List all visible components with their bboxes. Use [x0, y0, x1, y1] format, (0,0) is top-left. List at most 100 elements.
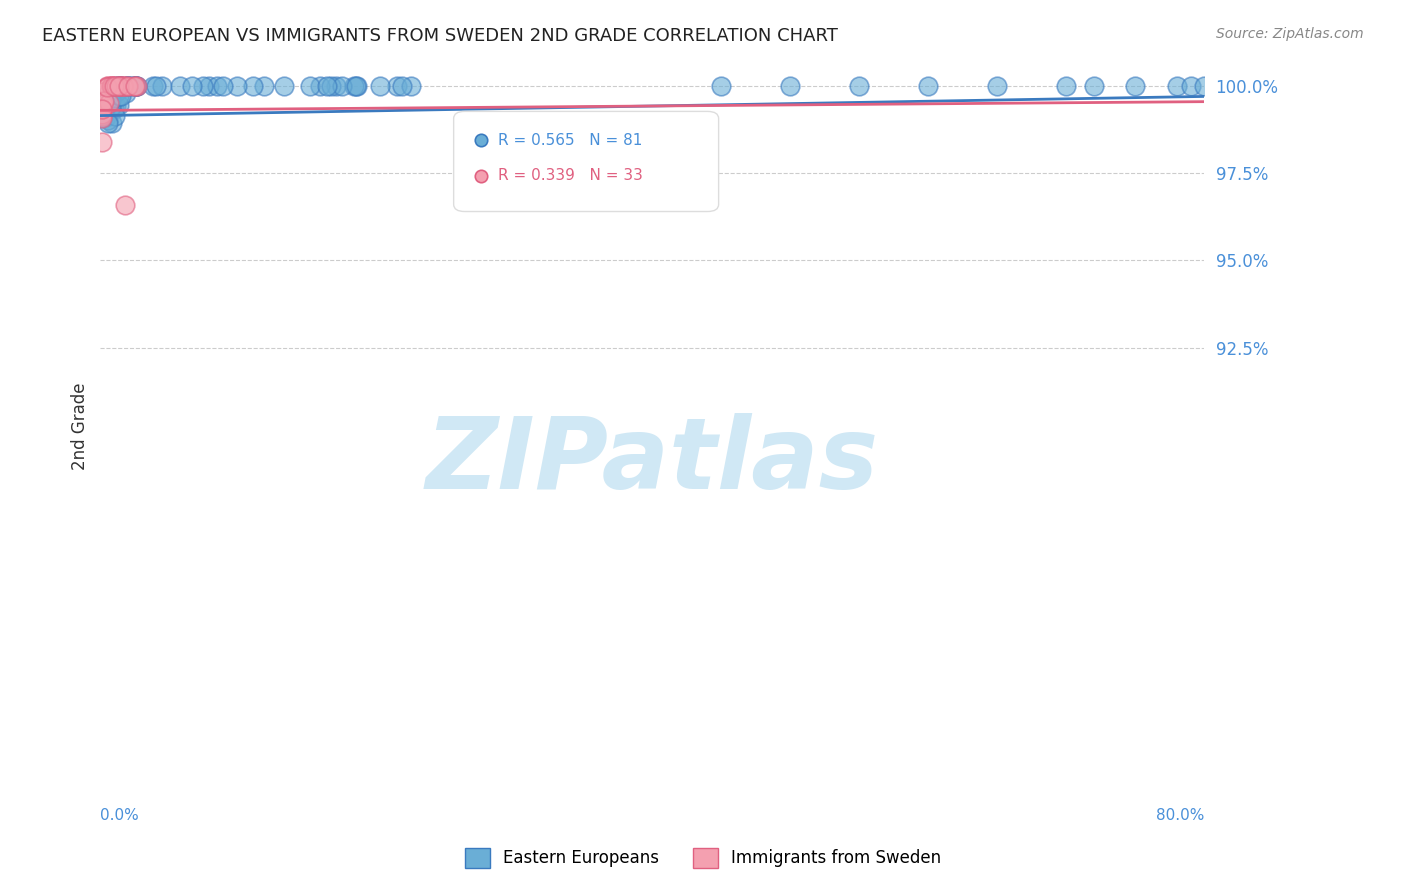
Point [108, 97, 131, 112]
Point [343, 78, 366, 93]
Point [124, 78, 146, 93]
Point [100, 94, 122, 108]
Point [96, 113, 118, 128]
Point [117, 78, 139, 93]
Point [169, 78, 191, 93]
Point [125, 78, 148, 93]
Point [91, 102, 114, 116]
Point [117, 78, 139, 93]
Point [107, 88, 129, 103]
Point [101, 78, 124, 93]
Point [104, 87, 127, 101]
Point [94, 110, 117, 124]
Text: ZIPatlas: ZIPatlas [426, 413, 879, 510]
Point [101, 78, 124, 93]
Point [98, 88, 121, 103]
Point [90, 109, 112, 123]
Point [91, 85, 114, 99]
Point [565, 602, 588, 616]
Point [1194, 78, 1216, 93]
Text: R = 0.339   N = 33: R = 0.339 N = 33 [498, 169, 643, 183]
Point [100, 99, 122, 113]
Text: R = 0.565   N = 81: R = 0.565 N = 81 [498, 133, 643, 147]
Point [986, 78, 1008, 93]
Point [103, 102, 125, 116]
Point [110, 78, 132, 93]
Point [104, 99, 127, 113]
Point [117, 78, 139, 93]
Point [104, 81, 127, 95]
Point [779, 78, 801, 93]
Point [1054, 78, 1077, 93]
Point [93, 97, 115, 112]
Point [93, 105, 115, 120]
Point [848, 78, 870, 93]
Point [917, 78, 939, 93]
Text: Source: ZipAtlas.com: Source: ZipAtlas.com [1216, 27, 1364, 41]
Point [94, 89, 117, 103]
Point [110, 89, 132, 103]
Point [108, 78, 131, 93]
Point [100, 78, 122, 93]
Text: 0.0%: 0.0% [100, 808, 139, 823]
Point [115, 86, 138, 100]
Point [97, 116, 120, 130]
Point [242, 78, 264, 93]
Point [121, 78, 143, 93]
Point [181, 78, 204, 93]
Point [1166, 78, 1188, 93]
Point [125, 78, 148, 93]
Point [299, 78, 322, 93]
Point [212, 78, 235, 93]
Y-axis label: 2nd Grade: 2nd Grade [72, 383, 89, 470]
Point [253, 78, 276, 93]
Point [98, 95, 121, 109]
Point [96, 100, 118, 114]
Point [117, 78, 139, 93]
Point [1180, 78, 1202, 93]
Point [1083, 78, 1105, 93]
Point [97, 78, 120, 93]
Point [117, 78, 139, 93]
Point [198, 78, 221, 93]
Text: 80.0%: 80.0% [1156, 808, 1205, 823]
Point [108, 78, 131, 93]
Text: EASTERN EUROPEAN VS IMMIGRANTS FROM SWEDEN 2ND GRADE CORRELATION CHART: EASTERN EUROPEAN VS IMMIGRANTS FROM SWED… [42, 27, 838, 45]
Point [112, 78, 135, 93]
Point [90, 111, 112, 125]
Point [316, 78, 339, 93]
Point [273, 78, 295, 93]
Point [110, 78, 132, 93]
Point [319, 78, 342, 93]
Point [111, 81, 134, 95]
Point [100, 93, 122, 107]
Point [565, 427, 588, 442]
Point [127, 78, 149, 93]
Point [104, 85, 127, 99]
Point [308, 78, 330, 93]
Point [127, 78, 149, 93]
Point [105, 92, 128, 106]
Point [346, 78, 368, 93]
Point [105, 78, 128, 93]
Point [330, 78, 353, 93]
Point [107, 78, 129, 93]
Point [225, 78, 247, 93]
Point [91, 109, 114, 123]
Point [387, 78, 409, 93]
Point [125, 78, 148, 93]
Point [98, 96, 121, 111]
Point [90, 102, 112, 116]
FancyBboxPatch shape [454, 112, 718, 211]
Point [115, 78, 138, 93]
Point [101, 80, 124, 95]
Point [108, 78, 131, 93]
Point [145, 78, 167, 93]
Point [150, 78, 173, 93]
Point [103, 78, 125, 93]
Point [207, 78, 229, 93]
Point [112, 78, 135, 93]
Point [344, 78, 367, 93]
Point [391, 78, 413, 93]
Point [710, 78, 733, 93]
